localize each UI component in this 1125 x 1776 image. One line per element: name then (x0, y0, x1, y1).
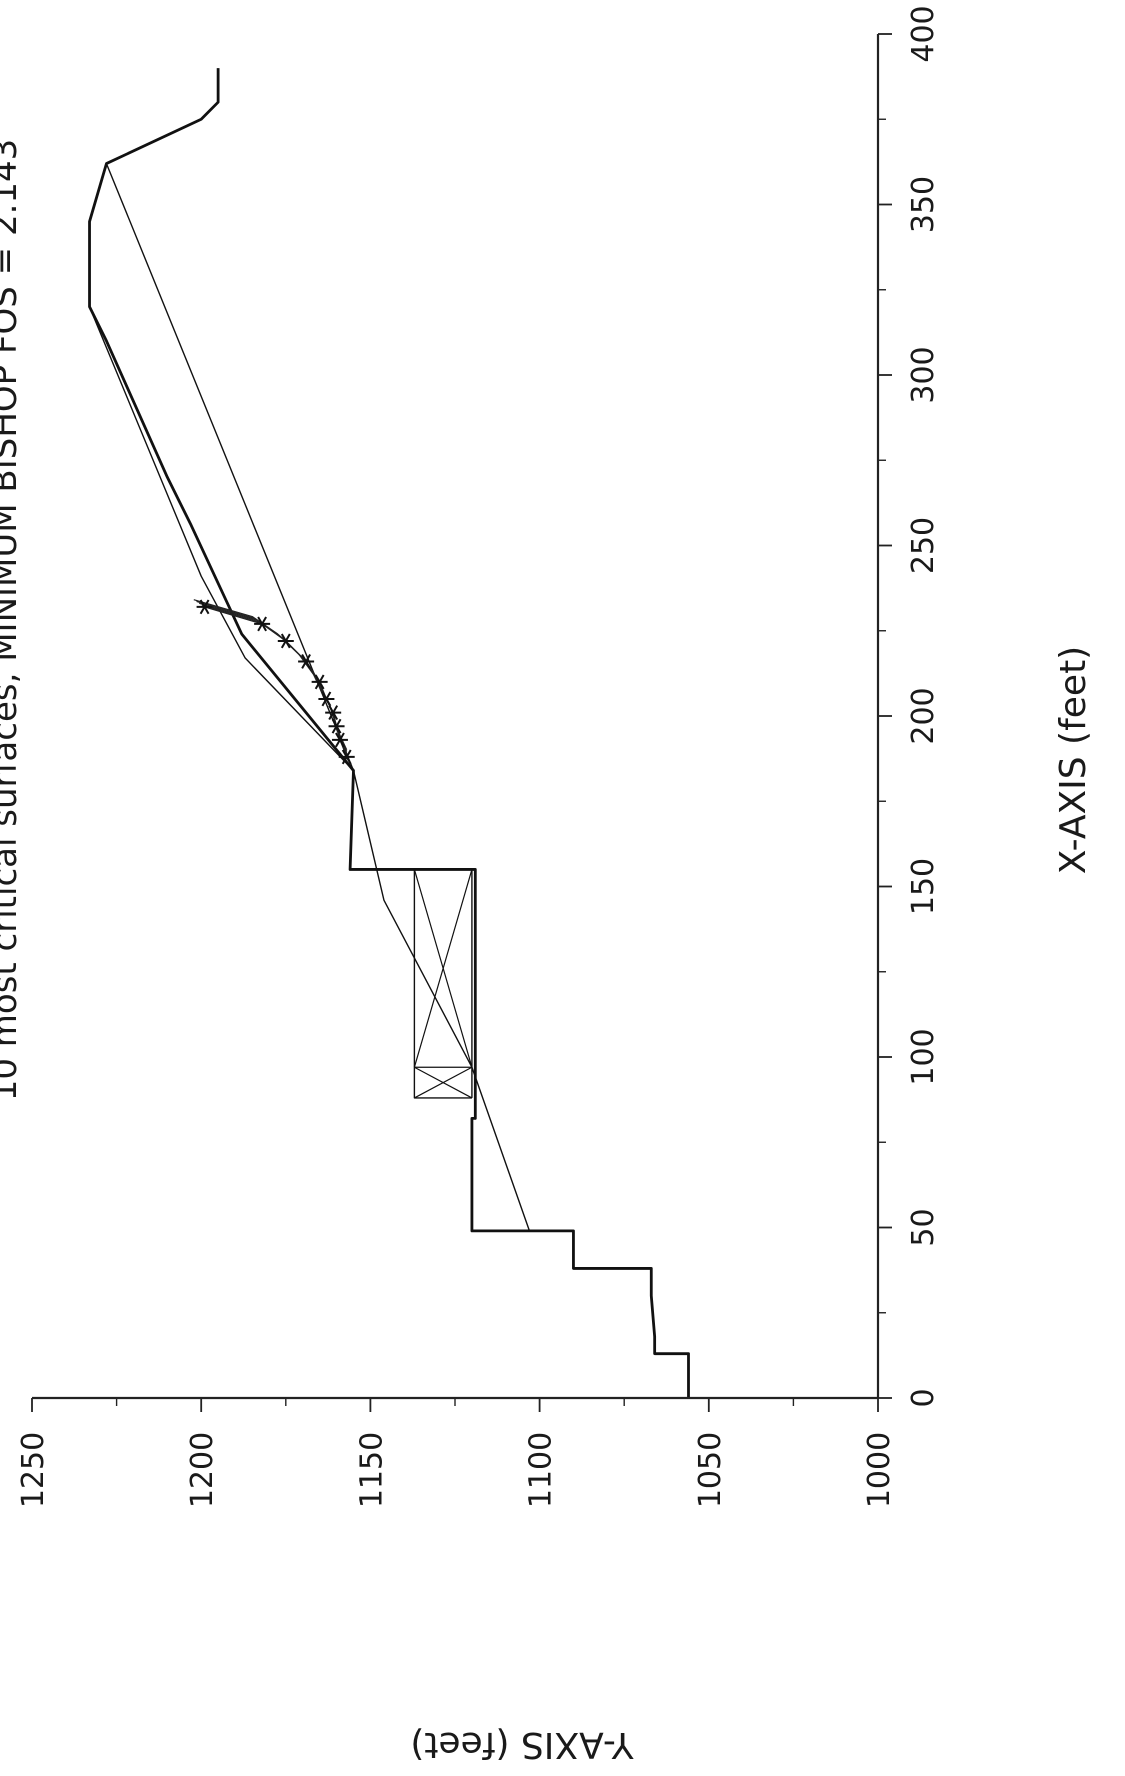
marker-stroke (280, 633, 291, 649)
marker-stroke (321, 691, 332, 707)
marker-stroke (341, 749, 352, 765)
critical-surface-marker (311, 674, 328, 690)
critical-surface-marker (328, 718, 345, 734)
critical-surface-marker (298, 654, 315, 669)
marker-stroke (257, 616, 267, 632)
y-tick-label: 1250 (16, 1432, 51, 1508)
chart-title: 10 most critical surfaces, MINIMUM BISHO… (0, 139, 25, 1102)
x-tick-label: 350 (906, 176, 941, 233)
critical-surface-marker (338, 749, 355, 765)
y-tick-label: 1200 (185, 1432, 220, 1508)
x-tick-label: 0 (906, 1388, 941, 1407)
y-tick-label: 1100 (524, 1432, 559, 1508)
critical-surface-curve (193, 599, 348, 750)
x-tick-label: 300 (906, 346, 941, 403)
critical-surface-curve (196, 600, 348, 752)
marker-stroke (301, 654, 311, 669)
x-tick-label: 250 (906, 517, 941, 574)
box-diagonal (413, 869, 473, 1068)
series-reinforcement-box (413, 868, 473, 1099)
series-boundary-line-1 (88, 306, 531, 1232)
y-axis-title: Y-AXIS (feet) (410, 1724, 634, 1765)
x-axis-title: X-AXIS (feet) (1053, 646, 1094, 874)
critical-surface-marker (325, 705, 342, 721)
x-tick-label: 400 (906, 5, 941, 62)
x-tick-label: 100 (906, 1028, 941, 1085)
critical-surface-marker (331, 732, 348, 748)
axes: 0 50 100 150 200 250 300 350 400 1000 1050 1100 1150… (16, 5, 941, 1508)
critical-surface-marker (254, 616, 271, 632)
x-tick-label: 200 (906, 687, 941, 744)
marker-stroke (335, 732, 345, 748)
marker-stroke (328, 705, 339, 721)
x-tick-label: 50 (906, 1208, 941, 1246)
critical-surface-marker (196, 599, 213, 615)
plot-area (88, 68, 690, 1398)
series-boundary-line-2 (105, 163, 355, 771)
x-tick-label: 150 (906, 858, 941, 915)
critical-surface-marker (277, 633, 294, 649)
y-tick-label: 1050 (693, 1432, 728, 1508)
critical-surface-curve (201, 604, 348, 756)
marker-stroke (199, 599, 210, 615)
marker-stroke (331, 718, 342, 734)
critical-surface-marker (318, 691, 335, 707)
y-tick-label: 1150 (354, 1432, 389, 1508)
box-diagonal (414, 1066, 473, 1099)
critical-surface-curve (199, 602, 348, 754)
y-tick-label: 1000 (862, 1432, 897, 1508)
series-ground-surface (88, 68, 690, 1398)
marker-stroke (314, 674, 325, 690)
